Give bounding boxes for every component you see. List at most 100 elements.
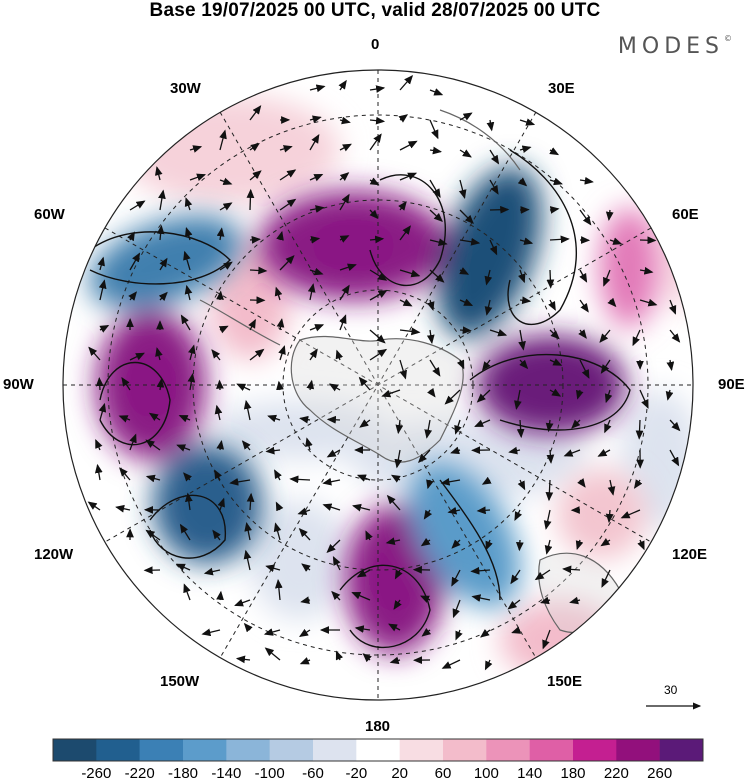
wind-arrow xyxy=(309,205,325,213)
wind-arrow xyxy=(639,389,649,409)
wind-arrow xyxy=(351,592,371,601)
wind-arrow xyxy=(187,373,196,391)
wind-arrow xyxy=(369,235,385,244)
wind-arrow xyxy=(201,628,221,637)
wind-arrow xyxy=(518,329,526,351)
wind-arrow xyxy=(489,179,499,195)
wind-arrow xyxy=(517,177,528,187)
wind-arrow xyxy=(399,172,418,181)
wind-arrow xyxy=(604,389,613,404)
wind-arrow xyxy=(418,449,431,464)
wind-arrow xyxy=(235,655,251,664)
wind-arrow xyxy=(338,79,347,91)
wind-arrow xyxy=(243,399,252,421)
wind-arrow xyxy=(519,359,529,370)
wind-arrow xyxy=(99,324,110,333)
wind-arrow xyxy=(339,263,357,271)
wind-arrow xyxy=(365,530,373,541)
wind-arrow xyxy=(248,318,256,331)
wind-arrow xyxy=(544,539,553,555)
wind-arrow xyxy=(95,439,103,451)
wind-arrow xyxy=(309,133,320,151)
colorbar-swatch xyxy=(573,739,617,761)
wind-arrow xyxy=(299,628,311,637)
wind-arrow xyxy=(426,329,435,345)
wind-arrow xyxy=(600,537,611,547)
wind-arrow xyxy=(98,402,107,421)
wind-arrow xyxy=(309,348,318,361)
wind-arrow xyxy=(216,590,224,601)
wind-arrow xyxy=(597,448,611,457)
wind-arrow xyxy=(459,209,474,225)
colorbar-swatch xyxy=(226,739,270,761)
wind-arrow xyxy=(562,565,581,574)
wind-arrow xyxy=(399,298,413,307)
wind-arrow xyxy=(307,283,316,301)
wind-arrow xyxy=(545,479,554,502)
wind-arrow xyxy=(128,291,138,301)
wind-arrow xyxy=(369,85,386,93)
wind-arrow xyxy=(539,596,551,605)
wind-arrow xyxy=(246,492,255,511)
wind-arrow xyxy=(516,419,525,439)
wind-arrow xyxy=(549,388,562,397)
wind-arrow xyxy=(249,170,262,181)
wind-arrow xyxy=(399,269,421,278)
wind-arrow xyxy=(189,173,207,182)
wind-arrow xyxy=(369,209,379,220)
wind-arrow xyxy=(358,376,371,391)
wind-arrow xyxy=(420,595,431,603)
wind-arrow xyxy=(458,179,467,199)
wind-arrow xyxy=(309,324,325,332)
colorbar-tick-label: 140 xyxy=(517,765,543,782)
wind-arrow xyxy=(459,298,474,306)
wind-arrow xyxy=(216,227,225,241)
wind-arrow xyxy=(447,506,461,515)
wind-arrow xyxy=(249,105,262,121)
wind-arrow xyxy=(514,509,523,521)
wind-arrow xyxy=(179,523,191,541)
wind-arrow xyxy=(579,299,589,313)
wind-arrow xyxy=(441,659,461,669)
wind-arrow xyxy=(511,626,522,634)
colorbar-tick-label: -100 xyxy=(254,765,285,782)
anomaly-core-negative-30e xyxy=(469,211,510,293)
wind-arrow xyxy=(486,119,495,132)
lon-label-30w: 30W xyxy=(170,80,201,97)
colorbar-swatch xyxy=(659,739,704,761)
wind-arrow xyxy=(546,449,555,464)
colorbar-swatch xyxy=(96,739,140,761)
wind-arrow xyxy=(399,75,414,91)
wind-arrow xyxy=(145,439,161,451)
wind-arrow xyxy=(485,539,493,551)
wind-arrow xyxy=(394,449,403,469)
wind-arrow xyxy=(571,419,581,429)
colorbar-tick-label: 60 xyxy=(434,765,452,782)
wind-arrow xyxy=(359,419,371,428)
wind-arrow xyxy=(575,539,584,551)
wind-arrow xyxy=(456,359,465,370)
wind-arrow xyxy=(519,296,532,305)
wind-arrow xyxy=(398,201,407,211)
lon-label-0: 0 xyxy=(371,36,380,53)
wind-arrow xyxy=(309,84,326,93)
colorbar-tick-label: 260 xyxy=(647,765,673,782)
wind-arrow xyxy=(332,556,341,571)
wind-arrow xyxy=(579,269,588,283)
anomaly-core-positive-south-atlantic xyxy=(310,220,397,271)
wind-arrow xyxy=(184,492,193,511)
wind-arrow xyxy=(459,267,470,275)
colorbar-swatch xyxy=(269,739,314,761)
wind-arrow xyxy=(278,345,286,361)
wind-arrow xyxy=(639,298,658,307)
wind-arrow xyxy=(309,115,322,124)
wind-arrow xyxy=(369,289,388,301)
wind-arrow xyxy=(274,579,283,601)
colorbar-swatch xyxy=(139,739,184,761)
wind-arrow xyxy=(263,628,281,636)
wind-arrow xyxy=(362,653,372,663)
wind-arrow xyxy=(459,112,473,121)
wind-arrow xyxy=(180,314,191,331)
lon-label-120e: 120E xyxy=(672,546,708,563)
wind-arrow xyxy=(322,477,341,486)
